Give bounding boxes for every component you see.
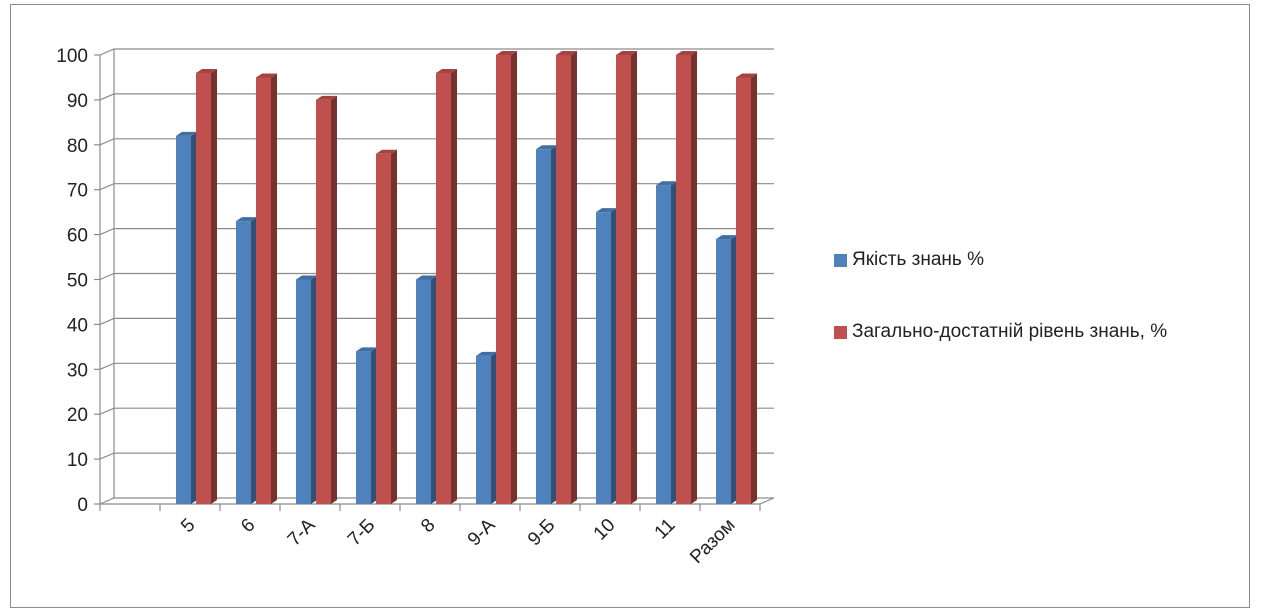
bar-quality	[296, 275, 317, 504]
x-tick-label: 5	[177, 515, 199, 537]
bar-general	[556, 51, 577, 504]
y-tick-label: 90	[67, 91, 88, 112]
bar-general	[616, 51, 637, 504]
x-tick-label: 10	[590, 515, 620, 545]
chart-frame	[10, 4, 1250, 608]
bar-quality	[176, 131, 197, 504]
x-tick-label: 7-Б	[344, 515, 380, 551]
legend-label-quality: Якість знань %	[852, 249, 984, 270]
bar-quality	[356, 347, 377, 504]
bar-general	[736, 73, 757, 504]
legend-item-quality: Якість знань %	[834, 246, 1234, 274]
y-tick-label: 100	[56, 46, 88, 67]
x-tick-label: 8	[417, 515, 439, 537]
y-tick-label: 0	[77, 495, 88, 516]
x-tick-label: 9-А	[464, 514, 500, 550]
bars	[176, 51, 757, 505]
y-tick-label: 20	[67, 405, 88, 426]
bar-general	[496, 51, 517, 504]
x-tick-label: 11	[651, 515, 680, 544]
gridline	[99, 48, 774, 56]
x-tick-label: Разом	[686, 515, 739, 568]
bar-general	[316, 95, 337, 505]
bar-quality	[416, 275, 437, 504]
bar-quality	[476, 351, 497, 504]
bar-general	[676, 51, 697, 504]
bar-quality	[716, 235, 737, 504]
bar-quality	[656, 181, 677, 504]
bar-general	[256, 73, 277, 504]
x-tick-label: 6	[237, 515, 259, 537]
legend-swatch-general	[834, 326, 847, 339]
bar-quality	[596, 208, 617, 504]
y-tick-label: 60	[67, 226, 88, 247]
x-tick-label: 7-А	[284, 514, 320, 550]
y-tick-label: 40	[67, 315, 88, 336]
y-tick-label: 10	[67, 450, 88, 471]
y-tick-label: 80	[67, 136, 88, 157]
legend-swatch-quality	[834, 254, 847, 267]
legend: Якість знань % Загально-достатній рівень…	[834, 246, 1234, 390]
x-tick-label: 9-Б	[524, 515, 560, 551]
y-tick-label: 30	[67, 360, 88, 381]
bar-quality	[536, 145, 557, 505]
tick-labels: 0 10 20 30 40 50 60 70 80 90 100 5 6 7-А 7-Б 8 9-А 9-Б 10 1…	[56, 46, 739, 568]
bar-quality	[236, 217, 257, 504]
bar-general	[376, 149, 397, 504]
bar-general	[196, 68, 217, 505]
y-tick-label: 70	[67, 181, 88, 202]
legend-item-general: Загально-достатній рівень знань, %	[834, 318, 1234, 346]
y-tick-label: 50	[67, 271, 88, 292]
legend-label-general: Загально-достатній рівень знань, %	[852, 321, 1168, 342]
bar-general	[436, 68, 457, 505]
floor-edge	[759, 497, 775, 505]
